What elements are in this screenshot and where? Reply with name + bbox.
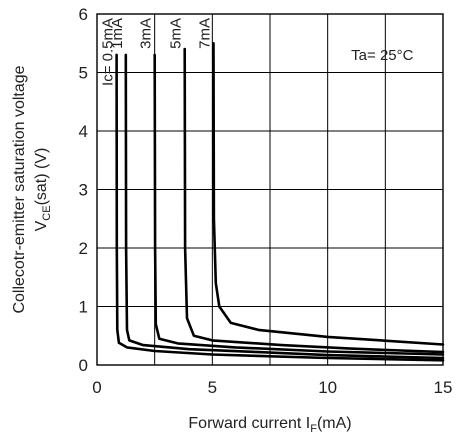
curves	[115, 42, 445, 362]
y-tick-label: 1	[79, 298, 88, 317]
curve-label: 3mA	[138, 18, 155, 49]
x-tick-label: 0	[92, 378, 101, 397]
x-tick-label: 5	[208, 378, 217, 397]
curve-series	[124, 53, 445, 360]
y-axis-label-line1: Collecotr-emitter saturation voltage	[11, 65, 28, 313]
x-axis-label-unit: (mA)	[317, 415, 352, 432]
y-axis-label-symbol: V	[33, 220, 50, 231]
y-axis-label-unit: (sat) (V)	[33, 148, 50, 206]
x-axis-label: Forward current IF(mA)	[188, 415, 351, 435]
curve-series	[115, 53, 445, 362]
tick-labels: 0 5 10 15 0 1 2 3 4 5 6	[79, 5, 453, 397]
y-tick-label: 4	[79, 122, 88, 141]
plot-frame	[96, 13, 444, 366]
curve-series	[153, 53, 445, 356]
y-tick-label: 3	[79, 181, 88, 200]
y-tick-label: 0	[79, 356, 88, 375]
x-axis-label-main: Forward current I	[188, 415, 310, 432]
y-axis-label-line2: VCE(sat) (V)	[33, 148, 53, 232]
y-tick-label: 6	[79, 5, 88, 24]
temperature-annotation: Ta= 25°C	[351, 47, 413, 64]
curve-series	[183, 47, 445, 354]
x-tick-label: 10	[318, 378, 337, 397]
y-tick-label: 2	[79, 239, 88, 258]
curve-label: 5mA	[168, 18, 185, 49]
curve-label: 7mA	[196, 18, 213, 49]
x-axis-label-subscript: F	[310, 423, 317, 435]
curve-label: 1mA	[109, 18, 126, 49]
curve-series	[212, 42, 445, 346]
grid-lines	[97, 14, 443, 365]
x-tick-label: 15	[434, 378, 453, 397]
curve-label: Ic= 0.5mA	[100, 18, 117, 86]
y-axis-label-subscript: CE	[41, 205, 53, 220]
y-tick-label: 5	[79, 64, 88, 83]
